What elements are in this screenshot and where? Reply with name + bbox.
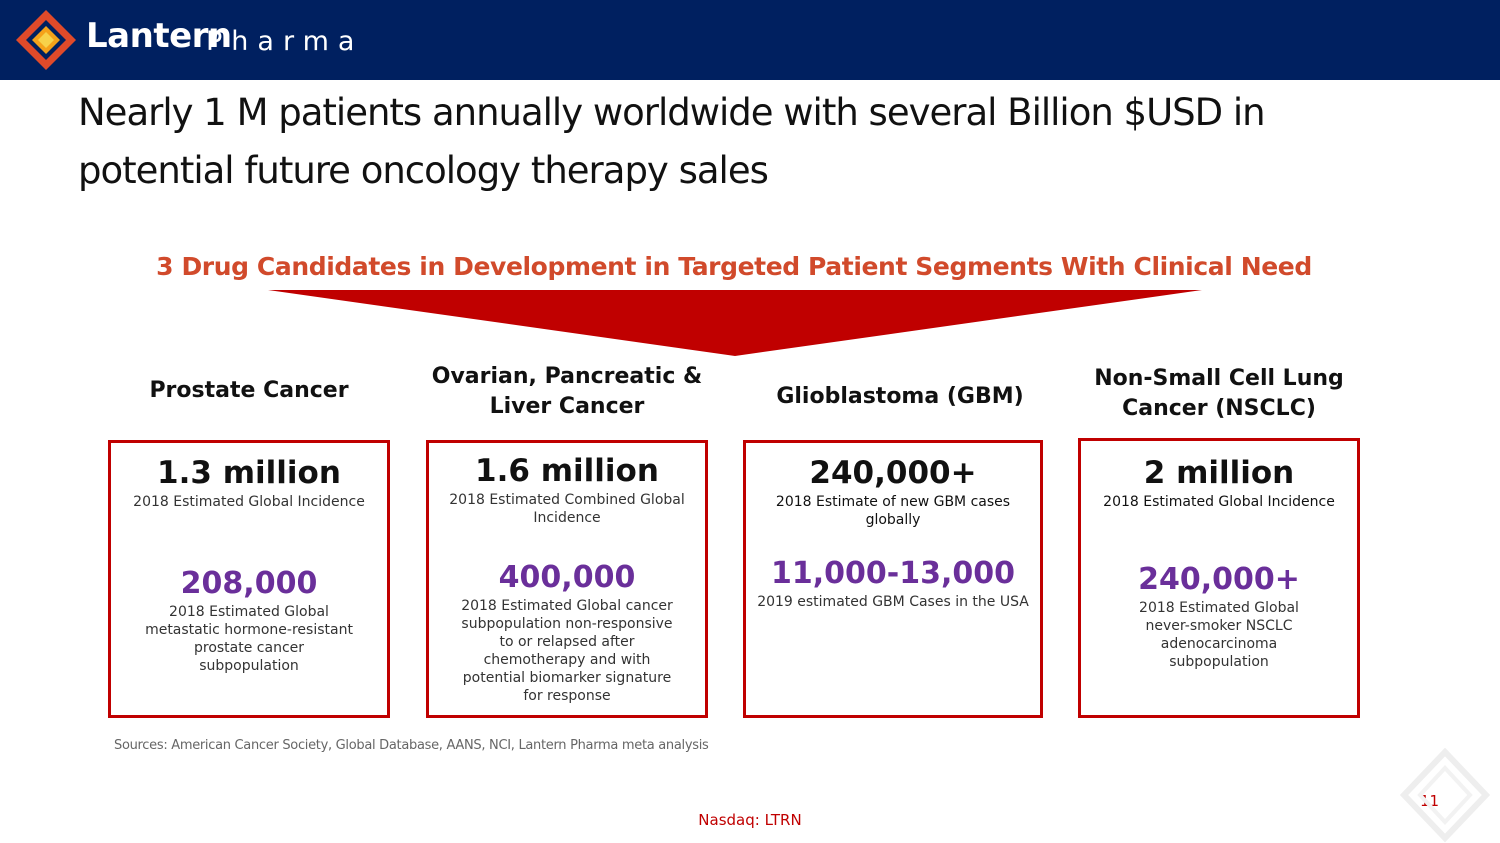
brand-sub: Pharma	[206, 26, 364, 57]
column-title-ovarian: Ovarian, Pancreatic & Liver Cancer	[431, 364, 703, 419]
secondary-desc: 2019 estimated GBM Cases in the USA	[757, 594, 1029, 610]
primary-desc: 2018 Estimated Global Incidence	[133, 494, 365, 510]
secondary-value: 208,000	[180, 566, 318, 601]
secondary-value: 240,000+	[1138, 562, 1300, 597]
page-title: Nearly 1 M patients annually worldwide w…	[78, 91, 1266, 192]
secondary-desc: 2018 Estimated Global metastatic hormone…	[145, 604, 353, 674]
corner-diamond-icon	[1400, 748, 1490, 843]
lantern-logo-icon	[16, 10, 76, 70]
primary-value: 1.3 million	[157, 455, 341, 491]
card-ovarian: 1.6 million 2018 Estimated Combined Glob…	[426, 440, 708, 718]
page-number: 11	[1420, 792, 1440, 810]
sources-note: Sources: American Cancer Society, Global…	[114, 738, 709, 753]
funnel-arrow-icon	[268, 290, 1202, 356]
primary-desc: 2018 Estimate of new GBM cases globally	[775, 494, 1011, 528]
footer-ticker: Nasdaq: LTRN	[698, 811, 802, 829]
primary-value: 240,000+	[809, 455, 977, 491]
card-prostate: 1.3 million 2018 Estimated Global Incide…	[108, 440, 390, 718]
secondary-value: 11,000-13,000	[771, 556, 1015, 591]
secondary-value: 400,000	[498, 560, 636, 595]
header-bar: Lantern Pharma	[0, 0, 1500, 80]
column-title-nsclc: Non-Small Cell Lung Cancer (NSCLC)	[1094, 366, 1344, 421]
primary-desc: 2018 Estimated Global Incidence	[1103, 494, 1335, 510]
brand-name: Lantern	[86, 16, 232, 56]
card-gbm: 240,000+ 2018 Estimate of new GBM cases …	[743, 440, 1043, 718]
column-title-gbm: Glioblastoma (GBM)	[776, 384, 1024, 409]
card-nsclc: 2 million 2018 Estimated Global Incidenc…	[1078, 438, 1360, 718]
primary-desc: 2018 Estimated Combined Global Incidence	[449, 492, 685, 526]
secondary-desc: 2018 Estimated Global never-smoker NSCLC…	[1139, 600, 1299, 670]
secondary-desc: 2018 Estimated Global cancer subpopulati…	[461, 598, 673, 704]
primary-value: 2 million	[1143, 455, 1295, 491]
primary-value: 1.6 million	[475, 453, 659, 489]
subheading: 3 Drug Candidates in Development in Targ…	[156, 252, 1312, 281]
column-title-prostate: Prostate Cancer	[149, 378, 349, 403]
